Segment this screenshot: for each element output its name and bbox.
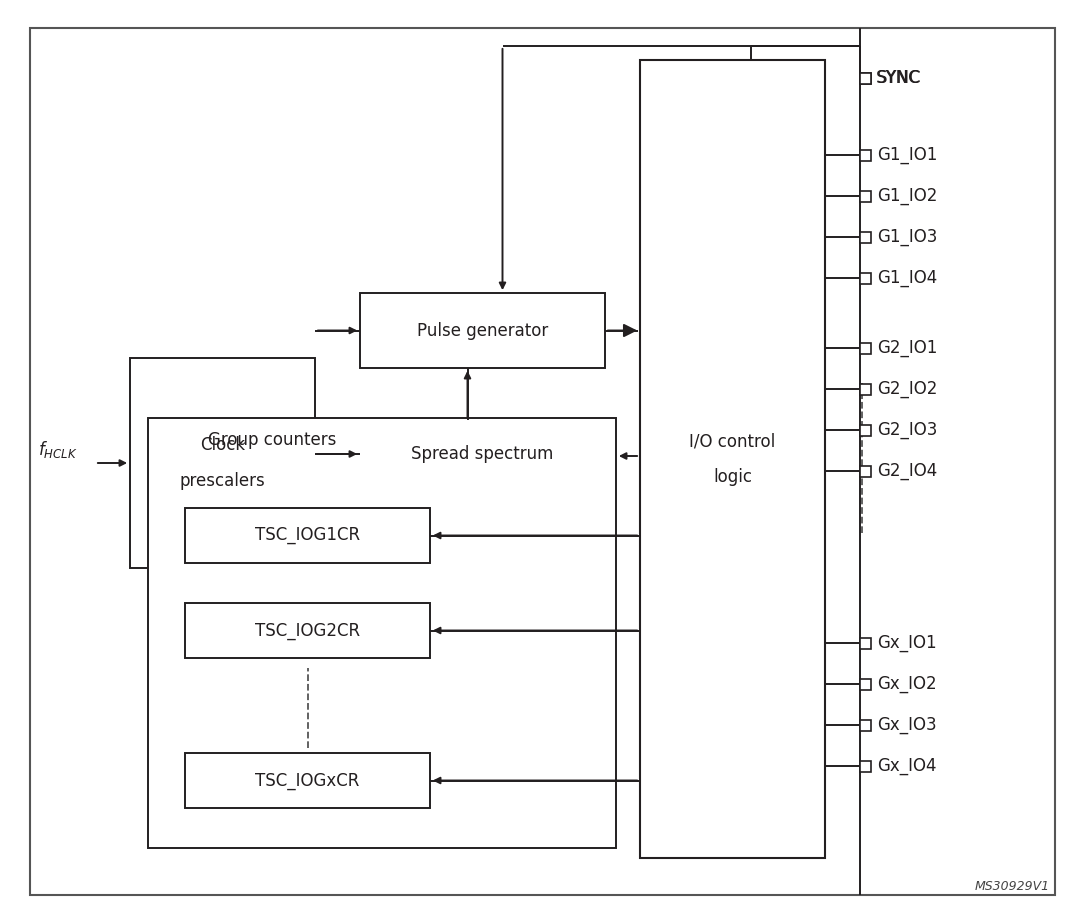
Bar [860,272,871,283]
Text: SYNC: SYNC [877,69,922,87]
Text: G1_IO4: G1_IO4 [877,269,937,287]
Text: G2_IO4: G2_IO4 [877,462,937,480]
Text: logic: logic [713,468,752,486]
Text: prescalers: prescalers [180,472,265,490]
Bar [360,293,605,368]
Text: G1_IO2: G1_IO2 [877,187,937,205]
Bar [185,508,429,563]
Bar [640,60,825,858]
Bar [860,73,871,83]
Bar [860,761,871,772]
Text: TSC_IOG2CR: TSC_IOG2CR [255,621,360,640]
Bar [860,465,871,476]
Text: SYNC: SYNC [876,69,921,87]
Text: G1_IO1: G1_IO1 [877,146,937,164]
Text: TSC_IOG1CR: TSC_IOG1CR [255,526,360,545]
Bar [185,753,429,808]
Bar [860,383,871,394]
Text: Gx_IO1: Gx_IO1 [877,634,936,652]
Text: TSC_IOGxCR: TSC_IOGxCR [255,772,360,789]
Text: Gx_IO2: Gx_IO2 [877,675,936,693]
Text: G1_IO3: G1_IO3 [877,228,937,246]
Text: MS30929V1: MS30929V1 [974,880,1050,893]
Bar [360,420,605,488]
Text: Group counters: Group counters [208,431,337,449]
Bar [860,425,871,436]
Text: Clock: Clock [199,436,245,454]
Text: G2_IO2: G2_IO2 [877,380,937,398]
Bar [860,638,871,649]
Text: G2_IO3: G2_IO3 [877,421,937,439]
Text: Gx_IO4: Gx_IO4 [877,757,936,775]
Text: G2_IO1: G2_IO1 [877,339,937,357]
Bar [860,678,871,689]
Bar [860,720,871,730]
Bar [860,150,871,161]
Bar [148,418,616,848]
Bar [860,190,871,201]
Text: I/O control: I/O control [689,432,776,450]
Text: Spread spectrum: Spread spectrum [411,445,554,463]
Bar [185,603,429,658]
Bar [860,232,871,243]
Text: Pulse generator: Pulse generator [416,321,548,340]
Bar [130,358,315,568]
Text: Gx_IO3: Gx_IO3 [877,716,936,734]
Text: $f_{HCLK}$: $f_{HCLK}$ [38,438,77,460]
Bar [860,73,871,83]
Bar [860,342,871,354]
